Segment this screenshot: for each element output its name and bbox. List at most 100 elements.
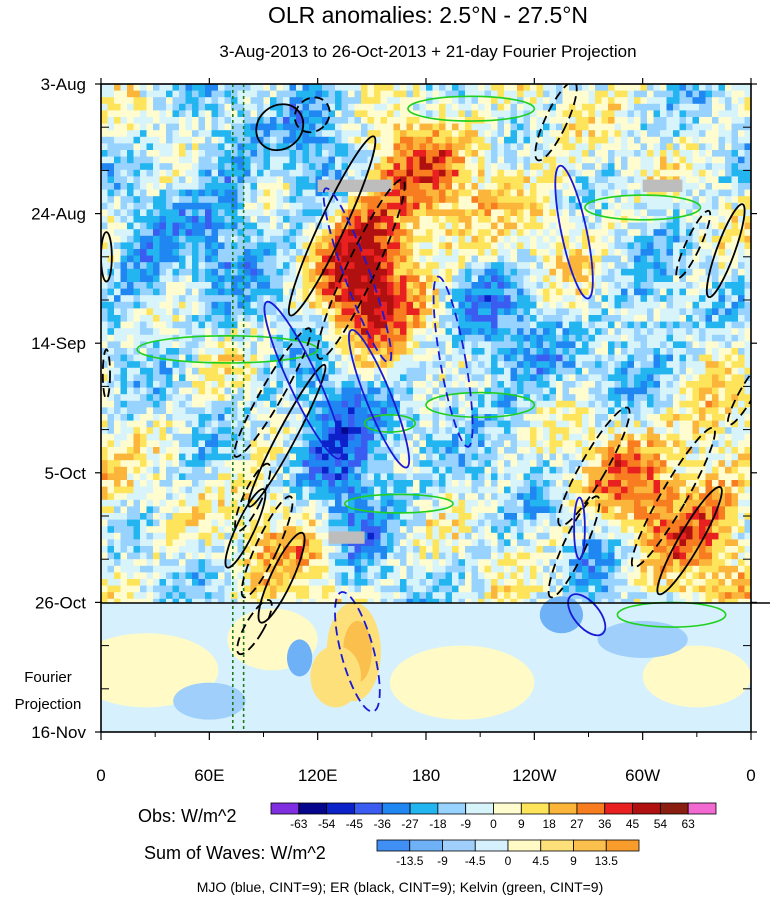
field-cell <box>497 196 505 204</box>
field-cell <box>458 282 466 290</box>
field-cell <box>484 163 492 171</box>
field-cell <box>107 183 115 191</box>
field-cell <box>556 407 564 415</box>
field-cell <box>738 315 746 323</box>
field-cell <box>679 301 687 309</box>
field-cell <box>393 308 401 316</box>
field-cell <box>556 361 564 369</box>
field-cell <box>276 367 284 375</box>
field-cell <box>569 321 577 329</box>
field-cell <box>452 301 460 309</box>
field-cell <box>270 328 278 336</box>
field-cell <box>666 222 674 230</box>
field-cell <box>166 381 174 389</box>
field-cell <box>361 407 369 415</box>
field-cell <box>146 169 154 177</box>
field-cell <box>413 222 421 230</box>
field-cell <box>458 361 466 369</box>
field-cell <box>101 130 109 138</box>
field-cell <box>179 117 187 125</box>
field-cell <box>107 229 115 237</box>
field-cell <box>432 407 440 415</box>
field-cell <box>426 407 434 415</box>
field-cell <box>562 183 570 191</box>
field-cell <box>335 334 343 342</box>
field-cell <box>120 183 128 191</box>
field-cell <box>270 136 278 144</box>
field-cell <box>497 367 505 375</box>
field-cell <box>725 275 733 283</box>
field-cell <box>666 268 674 276</box>
field-cell <box>400 249 408 257</box>
field-cell <box>114 183 122 191</box>
field-cell <box>153 268 161 276</box>
field-cell <box>341 341 349 349</box>
field-cell <box>530 249 538 257</box>
field-cell <box>426 183 434 191</box>
field-cell <box>588 354 596 362</box>
field-cell <box>426 400 434 408</box>
field-cell <box>608 130 616 138</box>
field-cell <box>153 84 161 92</box>
field-cell <box>582 169 590 177</box>
field-cell <box>575 235 583 243</box>
field-cell <box>744 288 751 296</box>
field-cell <box>426 150 434 158</box>
field-cell <box>140 282 148 290</box>
field-cell <box>536 136 544 144</box>
field-cell <box>302 328 310 336</box>
field-cell <box>237 348 245 356</box>
field-cell <box>653 209 661 217</box>
field-cell <box>101 235 109 243</box>
field-cell <box>263 308 271 316</box>
field-cell <box>387 189 395 197</box>
field-cell <box>354 400 362 408</box>
field-cell <box>348 275 356 283</box>
field-cell <box>627 354 635 362</box>
field-cell <box>666 308 674 316</box>
field-cell <box>679 288 687 296</box>
field-cell <box>406 367 414 375</box>
field-cell <box>166 282 174 290</box>
field-cell <box>465 222 473 230</box>
field-cell <box>296 374 304 382</box>
field-cell <box>660 84 668 92</box>
field-cell <box>575 176 583 184</box>
field-cell <box>673 308 681 316</box>
field-cell <box>653 110 661 118</box>
field-cell <box>257 84 265 92</box>
field-cell <box>582 216 590 224</box>
field-cell <box>640 315 648 323</box>
field-cell <box>634 103 642 111</box>
field-cell <box>270 262 278 270</box>
field-cell <box>627 381 635 389</box>
field-cell <box>166 268 174 276</box>
field-cell <box>718 189 726 197</box>
field-cell <box>504 156 512 164</box>
field-cell <box>484 156 492 164</box>
field-cell <box>608 354 616 362</box>
field-cell <box>172 163 180 171</box>
field-cell <box>517 110 525 118</box>
field-cell <box>608 103 616 111</box>
field-cell <box>205 334 213 342</box>
field-cell <box>621 275 629 283</box>
field-cell <box>348 255 356 263</box>
field-cell <box>367 249 375 257</box>
field-cell <box>146 381 154 389</box>
field-cell <box>426 374 434 382</box>
field-cell <box>679 130 687 138</box>
field-cell <box>718 381 726 389</box>
field-cell <box>686 202 694 210</box>
field-cell <box>575 216 583 224</box>
field-cell <box>380 354 388 362</box>
field-cell <box>354 268 362 276</box>
field-cell <box>387 262 395 270</box>
field-cell <box>263 400 271 408</box>
field-cell <box>172 143 180 151</box>
field-cell <box>575 295 583 303</box>
field-cell <box>270 97 278 105</box>
field-cell <box>575 183 583 191</box>
field-cell <box>471 341 479 349</box>
